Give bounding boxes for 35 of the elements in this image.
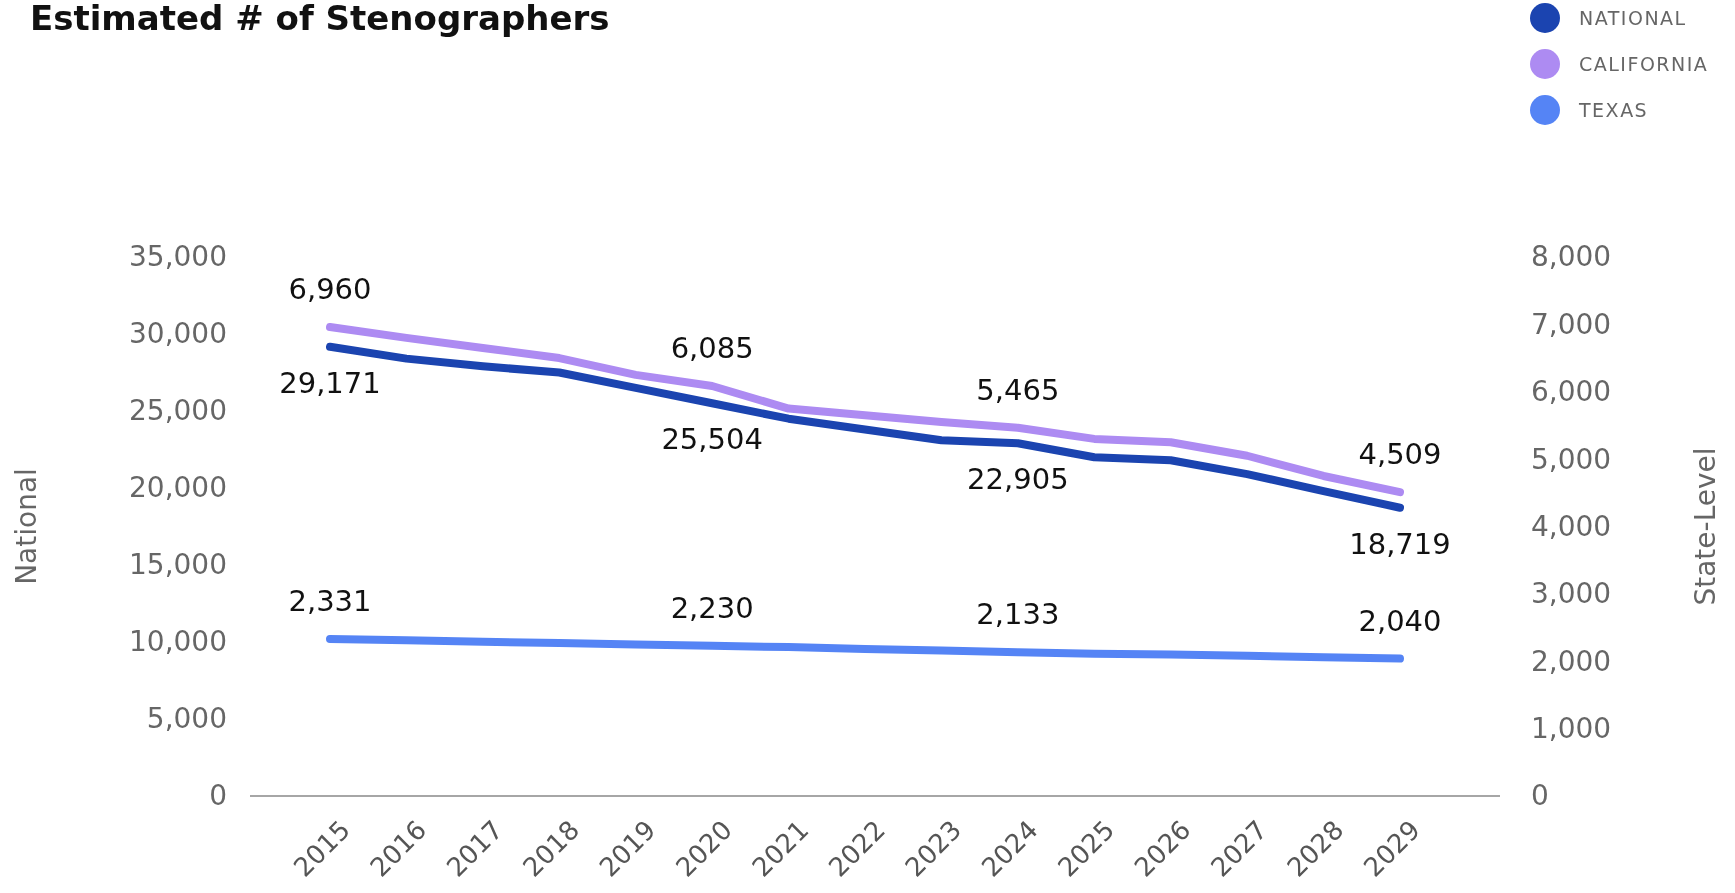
- y2-tick-label: 7,000: [1531, 307, 1612, 341]
- data-label: 6,960: [288, 272, 372, 307]
- chart-title: Estimated # of Stenographers: [30, 0, 610, 38]
- y-tick-label: 0: [209, 779, 227, 813]
- y-tick-label: 10,000: [129, 625, 227, 659]
- data-label: 4,509: [1358, 437, 1442, 472]
- y2-tick-label: 6,000: [1531, 375, 1612, 409]
- legend-label: NATIONAL: [1579, 7, 1687, 29]
- y-tick-label: 25,000: [129, 394, 227, 428]
- data-label: 29,171: [279, 365, 381, 400]
- y2-tick-label: 0: [1531, 779, 1549, 813]
- y-tick-label: 30,000: [129, 317, 227, 351]
- y2-tick-label: 5,000: [1531, 442, 1612, 476]
- y-axis-title: National: [10, 468, 43, 585]
- data-label: 2,331: [288, 583, 372, 618]
- y-tick-label: 20,000: [129, 471, 227, 505]
- data-label: 5,465: [976, 372, 1060, 407]
- data-label: 2,133: [976, 597, 1060, 632]
- y2-tick-label: 3,000: [1531, 577, 1612, 611]
- data-label: 18,719: [1349, 526, 1451, 561]
- legend-label: CALIFORNIA: [1579, 53, 1709, 75]
- y2-tick-label: 2,000: [1531, 644, 1612, 678]
- data-label: 6,085: [670, 331, 754, 366]
- legend-label: TEXAS: [1578, 99, 1649, 121]
- data-label: 22,905: [967, 462, 1069, 497]
- y-tick-label: 15,000: [129, 548, 227, 582]
- data-label: 2,230: [670, 590, 754, 625]
- y-tick-label: 5,000: [146, 702, 227, 736]
- y2-tick-label: 1,000: [1531, 712, 1612, 746]
- y2-tick-label: 4,000: [1531, 509, 1612, 543]
- y2-axis-title: State-Level: [1689, 447, 1722, 606]
- y2-tick-label: 8,000: [1531, 240, 1612, 274]
- data-label: 25,504: [661, 422, 763, 457]
- y-tick-label: 35,000: [129, 240, 227, 274]
- data-label: 2,040: [1358, 603, 1442, 638]
